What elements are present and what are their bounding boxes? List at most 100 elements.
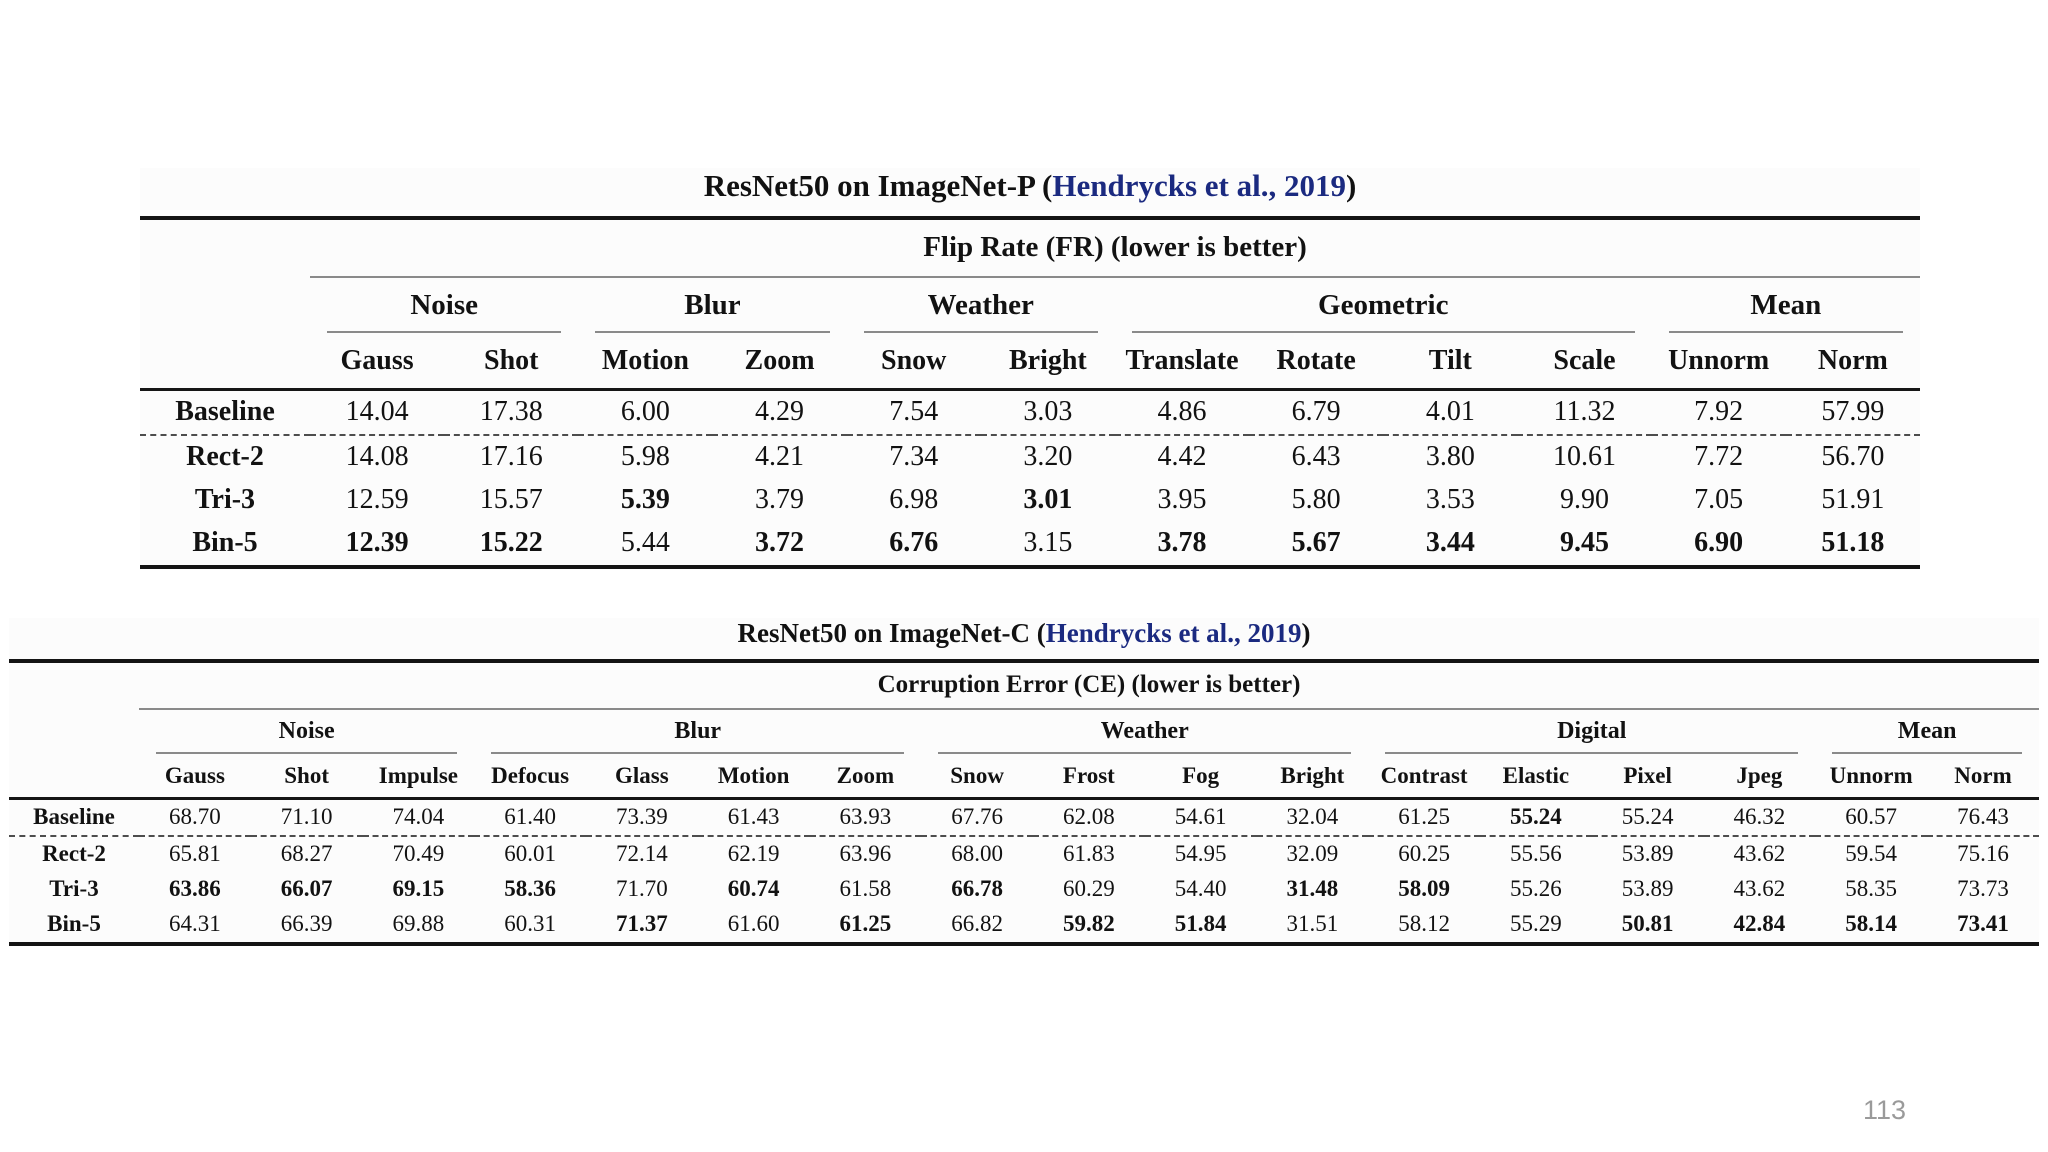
- table-cell: 6.43: [1291, 441, 1341, 472]
- group-header: Blur: [578, 277, 846, 333]
- table-grid: Flip Rate (FR) (lower is better) Noise Blu…: [140, 216, 1920, 569]
- table-cell: 72.14: [616, 841, 668, 866]
- group-header-row: Noise Blur Weather Geometric Mean: [140, 277, 1920, 333]
- table-cell: 7.34: [889, 441, 939, 472]
- table-cell: 62.19: [727, 841, 780, 866]
- table-cell: 3.20: [1023, 441, 1073, 472]
- column-header: Norm: [1785, 333, 1920, 391]
- table-cell: 68.27: [280, 841, 333, 866]
- table-cell: 58.09: [1398, 876, 1450, 901]
- group-header: Weather: [847, 277, 1115, 333]
- table-row: Bin-5 12.39 15.22 5.44 3.72 6.76 3.15 3.78 5.67 3…: [140, 522, 1920, 567]
- table-cell: 61.43: [697, 798, 810, 837]
- column-header: Scale: [1517, 333, 1652, 391]
- table-cell: 62.08: [1033, 798, 1145, 837]
- group-header: Weather: [921, 709, 1368, 754]
- table-cell: 61.58: [839, 876, 892, 901]
- column-header: Defocus: [474, 754, 586, 800]
- table-cell: 60.57: [1815, 798, 1927, 837]
- table-cell: 67.76: [921, 798, 1033, 837]
- citation-link[interactable]: Hendrycks et al., 2019: [1052, 168, 1346, 203]
- table-cell: 7.54: [846, 389, 981, 436]
- table-cell: 12.59: [345, 484, 409, 515]
- table-title: ResNet50 on ImageNet-P (Hendrycks et al.…: [140, 168, 1920, 204]
- column-header: Shot: [250, 754, 363, 800]
- citation-link[interactable]: Hendrycks et al., 2019: [1045, 618, 1302, 648]
- table-cell: 3.03: [980, 389, 1115, 436]
- table-cell: 3.79: [755, 484, 805, 515]
- label-spacer: [140, 277, 310, 333]
- row-label: Tri-3: [49, 876, 99, 901]
- table-cell: 69.15: [392, 876, 445, 901]
- table-cell: 76.43: [1927, 798, 2039, 837]
- table-cell: 17.38: [444, 389, 579, 436]
- table-cell: 3.44: [1425, 527, 1475, 558]
- column-header: Bright: [1256, 754, 1369, 800]
- table-cell: 5.67: [1291, 527, 1341, 558]
- column-header: Tilt: [1383, 333, 1518, 391]
- table-cell: 59.82: [1063, 911, 1115, 936]
- column-header: Unnorm: [1815, 754, 1927, 800]
- imagenet-p-table: ResNet50 on ImageNet-P (Hendrycks et al.…: [140, 168, 1920, 569]
- table-cell: 61.25: [1368, 798, 1480, 837]
- table-cell: 9.90: [1559, 484, 1609, 515]
- table-cell: 51.18: [1821, 527, 1885, 558]
- table-cell: 53.89: [1621, 876, 1674, 901]
- table-cell: 60.74: [727, 876, 780, 901]
- table-cell: 61.83: [1063, 841, 1115, 866]
- column-header: Zoom: [712, 333, 847, 391]
- group-header-label: Mean: [1668, 289, 1903, 333]
- table-cell: 73.73: [1957, 876, 2009, 901]
- table-cell: 51.84: [1174, 911, 1227, 936]
- table-cell: 46.32: [1703, 798, 1816, 837]
- row-label: Baseline: [9, 798, 139, 837]
- column-header-row: Gauss Shot Impulse Defocus Glass Motion Zoom Sn…: [9, 754, 2039, 800]
- column-header: Shot: [444, 333, 579, 391]
- table-cell: 53.89: [1621, 841, 1674, 866]
- group-header-label: Noise: [327, 289, 562, 333]
- table-subtitle: Corruption Error (CE) (lower is better): [139, 661, 2039, 710]
- subtitle-row: Corruption Error (CE) (lower is better): [9, 661, 2039, 710]
- column-header: Glass: [586, 754, 698, 800]
- column-header: Translate: [1114, 333, 1250, 391]
- table-cell: 66.07: [280, 876, 333, 901]
- table-cell: 60.25: [1398, 841, 1450, 866]
- table-cell: 66.78: [951, 876, 1003, 901]
- column-header: Rotate: [1249, 333, 1384, 391]
- table-title-suffix: ): [1301, 618, 1311, 648]
- table-cell: 59.54: [1845, 841, 1897, 866]
- table-cell: 55.56: [1510, 841, 1562, 866]
- data-table: Flip Rate (FR) (lower is better) Noise Blu…: [140, 216, 1920, 569]
- table-cell: 3.15: [1023, 527, 1073, 558]
- label-spacer: [9, 754, 139, 800]
- table-cell: 68.70: [139, 798, 251, 837]
- label-spacer: [9, 661, 139, 709]
- table-cell: 5.44: [620, 527, 670, 558]
- table-cell: 56.70: [1821, 441, 1885, 472]
- table-cell: 4.21: [755, 441, 805, 472]
- label-spacer: [140, 218, 310, 277]
- table-cell: 55.29: [1510, 911, 1562, 936]
- table-cell: 71.70: [616, 876, 668, 901]
- table-cell: 50.81: [1621, 911, 1674, 936]
- table-head: Corruption Error (CE) (lower is better) N…: [9, 661, 2039, 800]
- table-body: Baseline 14.04 17.38 6.00 4.29 7.54 3.03 4.86 6.…: [140, 389, 1920, 568]
- row-label: Baseline: [140, 389, 310, 436]
- table-cell: 7.05: [1694, 484, 1744, 515]
- table-cell: 4.01: [1383, 389, 1518, 436]
- table-cell: 63.93: [809, 798, 922, 837]
- table-cell: 73.41: [1957, 911, 2009, 936]
- table-cell: 3.53: [1425, 484, 1475, 515]
- column-header: Gauss: [139, 754, 251, 800]
- table-cell: 58.36: [504, 876, 556, 901]
- table-cell: 60.31: [504, 911, 556, 936]
- group-header: Geometric: [1115, 277, 1652, 333]
- table-cell: 4.42: [1157, 441, 1207, 472]
- row-label: Bin-5: [47, 911, 101, 936]
- table-row: Tri-3 63.86 66.07 69.15 58.36 71.70 60.74 61.58…: [9, 872, 2039, 907]
- table-cell: 63.86: [169, 876, 221, 901]
- table-cell: 12.39: [345, 527, 409, 558]
- table-cell: 54.40: [1174, 876, 1227, 901]
- group-header-label: Blur: [491, 718, 905, 754]
- table-grid: Corruption Error (CE) (lower is better) N…: [9, 659, 2039, 946]
